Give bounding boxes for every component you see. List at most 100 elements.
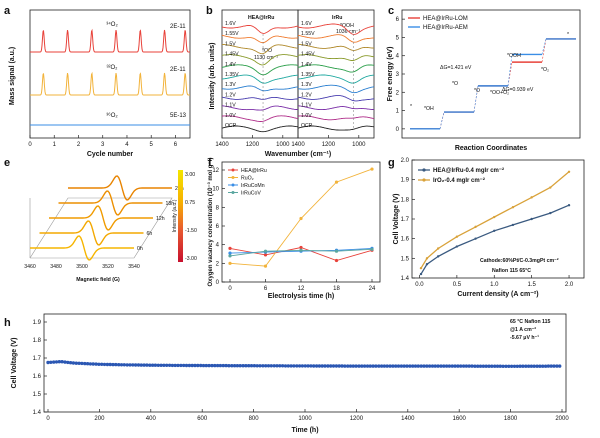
panel-h-point xyxy=(343,364,347,368)
panel-f-point xyxy=(334,258,339,263)
panel-g-ytick-label: 2.0 xyxy=(401,158,410,164)
panel-f-series xyxy=(228,167,374,268)
panel-h-point xyxy=(357,364,361,368)
panel-b-left-annot-2: 1130 cm⁻¹ xyxy=(254,55,278,61)
panel-g-point xyxy=(436,255,440,258)
panel-h-point xyxy=(541,364,545,368)
panel-h-point xyxy=(232,364,237,368)
panel-g-label: g xyxy=(388,157,395,169)
panel-f-ytick-label: 8 xyxy=(216,205,220,211)
panel-f-xlabel: Electrolysis time (h) xyxy=(268,293,335,300)
panel-f-ytick-label: 10 xyxy=(212,187,219,193)
panel-b-right-annot-2: 1036 cm⁻¹ xyxy=(336,29,361,35)
panel-h-point xyxy=(326,364,330,368)
panel-e-time-label: 12h xyxy=(156,216,165,222)
panel-h-point xyxy=(52,360,56,364)
panel-b-xtick-label: 1400 xyxy=(291,142,305,148)
panel-b-potential-label: 1.3V xyxy=(225,82,236,88)
panel-h-point xyxy=(196,363,200,368)
panel-h-point xyxy=(354,364,358,368)
panel-e-xtick-label: 3480 xyxy=(50,264,62,270)
panel-a-ylabel: Mass signal (a.u.) xyxy=(9,47,16,105)
panel-g-legend-label: IrO₂-0.4 mgIr cm⁻² xyxy=(433,177,485,184)
panel-h-point xyxy=(439,364,443,368)
panel-h-xlabel: Time (h) xyxy=(291,427,318,434)
panel-h-point xyxy=(419,364,423,368)
panel-h-point xyxy=(464,364,469,368)
panel-h-point xyxy=(334,364,339,368)
panel-c-legend: HEA@IrRu-LOM HEA@IrRu-AEM xyxy=(408,16,468,31)
panel-a-xtick-label: 2 xyxy=(77,142,81,148)
panel-f-point xyxy=(263,264,268,268)
panel-f-legend-label: RuO₂ xyxy=(241,176,254,182)
panel-h-ytick-label: 1.8 xyxy=(33,338,42,344)
panel-f-point xyxy=(228,251,232,255)
panel-h-xtick-label: 600 xyxy=(197,416,208,422)
panel-h-point xyxy=(83,361,87,366)
panel-h-ytick-label: 1.4 xyxy=(33,410,42,416)
panel-h-point xyxy=(524,364,528,368)
panel-h-point xyxy=(461,364,466,368)
panel-h-point xyxy=(467,364,471,368)
panel-h-point xyxy=(165,363,169,367)
panel-c-ytick-label: 5 xyxy=(396,35,400,41)
panel-h-point xyxy=(416,364,420,368)
panel-b-xtick-label: 1000 xyxy=(276,142,290,148)
panel-c-legend-label: HEA@IrRu-LOM xyxy=(423,16,468,22)
panel-h-point xyxy=(227,364,231,368)
panel-g-point xyxy=(493,215,496,219)
panel-h-point xyxy=(131,363,135,367)
panel-h-point xyxy=(80,361,84,366)
panel-b: b HEA@IrRu IrRu *OO 1130 cm⁻¹ *OOH 1036 … xyxy=(206,5,375,158)
panel-f-point xyxy=(228,246,232,250)
panel-c-species-o-red: *O xyxy=(452,81,458,87)
panel-h-point xyxy=(142,363,146,367)
panel-h-point xyxy=(280,364,285,368)
panel-h-point xyxy=(108,362,112,367)
panel-h-point xyxy=(213,363,217,368)
panel-e-curve xyxy=(68,175,172,201)
panel-h-point xyxy=(515,364,519,368)
panel-f-point xyxy=(228,261,232,265)
panel-g-legend: HEA@IrRu-0.4 mgIr cm⁻² IrO₂-0.4 mgIr cm⁻² xyxy=(418,167,504,184)
panel-b-curve xyxy=(297,64,375,73)
panel-h-point xyxy=(543,364,548,368)
panel-h-point xyxy=(371,364,375,368)
panel-h-point xyxy=(170,363,175,368)
panel-b-xtick-label: 1000 xyxy=(352,142,366,148)
panel-c-steps xyxy=(410,38,576,130)
panel-c-species-oo: *OO+O₂ xyxy=(490,90,509,96)
panel-h-point xyxy=(148,363,152,367)
panel-h-point xyxy=(447,364,452,368)
panel-h-point xyxy=(309,364,313,368)
panel-g-legend-label: HEA@IrRu-0.4 mgIr cm⁻² xyxy=(433,167,504,174)
panel-h-point xyxy=(241,364,245,368)
panel-g-point xyxy=(530,196,533,199)
panel-h-point xyxy=(453,364,457,368)
panel-e-xtick-label: 3540 xyxy=(128,264,140,270)
panel-g-point xyxy=(455,245,459,248)
panel-b-potential-label: 1.4V xyxy=(225,62,236,68)
panel-g-point xyxy=(549,211,552,215)
panel-h-series xyxy=(46,360,562,368)
panel-f-ytick-label: 2 xyxy=(216,261,220,267)
panel-b-potential-label: 1.2V xyxy=(225,92,236,98)
panel-g-ytick-label: 1.7 xyxy=(401,217,410,223)
panel-e-time-label: 6h xyxy=(147,231,153,237)
panel-h-point xyxy=(105,362,110,367)
panel-h-point xyxy=(230,364,234,368)
panel-f-legend-marker xyxy=(231,183,235,187)
panel-b-curve xyxy=(298,43,375,51)
panel-b-potential-label: 1.1V xyxy=(301,103,312,109)
panel-h-point xyxy=(275,364,279,368)
panel-h-point xyxy=(119,363,124,367)
panel-f-point xyxy=(299,245,303,250)
panel-h-point xyxy=(266,364,271,368)
panel-e-curve xyxy=(58,190,163,216)
panel-e-xtick-label: 3500 xyxy=(76,264,88,270)
panel-g-point xyxy=(549,186,552,189)
panel-h-point xyxy=(507,364,511,368)
panel-b-potential-label: 1.0V xyxy=(225,113,236,119)
panel-h-frame xyxy=(43,313,567,413)
